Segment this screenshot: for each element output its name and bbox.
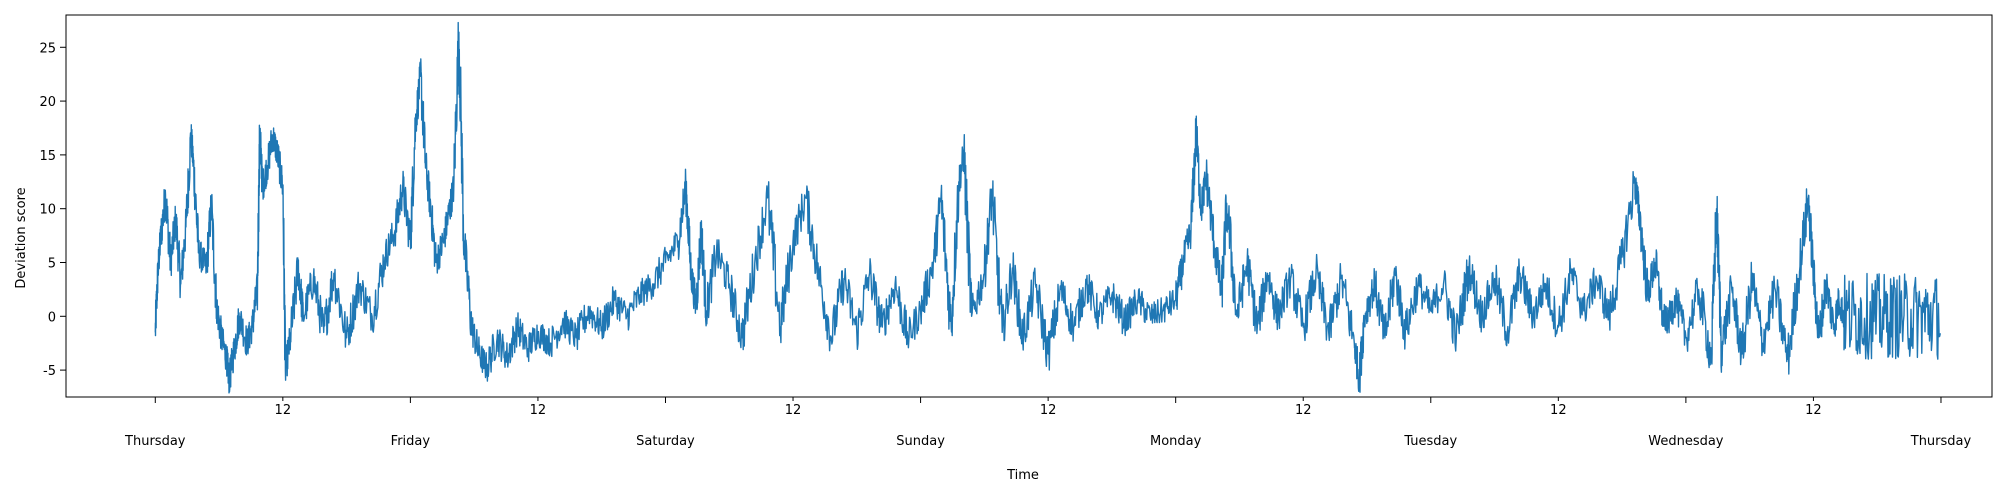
x-axis: Thursday Friday Saturday Sunday Monday Tuesda… xyxy=(124,397,1972,449)
x-minor-tick-label: 12 xyxy=(1295,403,1312,418)
y-axis: -5 0 5 10 15 20 25 xyxy=(39,41,66,379)
x-major-tick-label: Saturday xyxy=(636,434,695,449)
plot-frame xyxy=(65,14,1993,398)
y-tick-label: 0 xyxy=(48,310,56,325)
y-axis-label: Deviation score xyxy=(14,187,29,288)
x-minor-tick-label: 12 xyxy=(1805,403,1822,418)
y-tick-label: -5 xyxy=(43,364,56,379)
x-major-tick-label: Thursday xyxy=(1910,434,1972,449)
x-minor-tick-label: 12 xyxy=(275,403,292,418)
y-tick-label: 25 xyxy=(39,41,56,56)
x-major-tick-label: Monday xyxy=(1150,434,1202,449)
x-minor-tick-label: 12 xyxy=(1550,403,1567,418)
y-tick-label: 20 xyxy=(39,95,56,110)
x-minor-tick-label: 12 xyxy=(785,403,802,418)
x-minor-tick-label: 12 xyxy=(530,403,547,418)
series-line xyxy=(154,21,1941,394)
x-major-tick-label: Thursday xyxy=(124,434,186,449)
y-tick-label: 5 xyxy=(48,256,56,271)
x-minor-tick-label: 12 xyxy=(1040,403,1057,418)
x-major-tick-label: Tuesday xyxy=(1403,434,1457,449)
x-major-tick-label: Wednesday xyxy=(1648,434,1724,449)
y-tick-label: 15 xyxy=(39,149,56,164)
plot-area xyxy=(154,21,1941,394)
y-tick-label: 10 xyxy=(39,203,56,218)
x-major-tick-label: Sunday xyxy=(896,434,945,449)
x-major-tick-label: Friday xyxy=(391,434,431,449)
x-axis-label: Time xyxy=(1006,468,1039,483)
